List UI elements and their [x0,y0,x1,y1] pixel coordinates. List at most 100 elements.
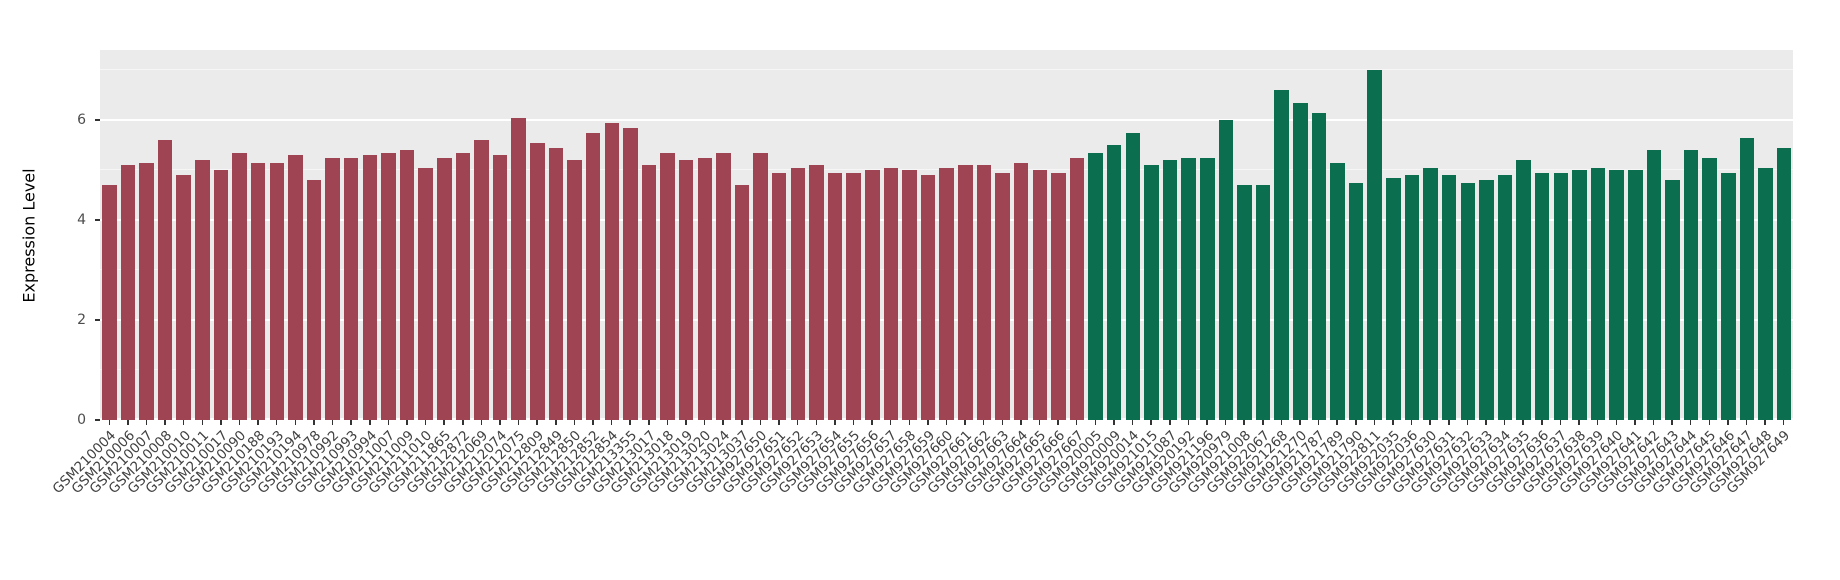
bar [1200,157,1215,420]
bar-slot [249,50,268,420]
bar [1330,162,1345,420]
x-tick-mark [1262,420,1264,425]
bar [511,117,526,420]
bar [1106,145,1122,420]
x-tick-mark [1485,420,1487,425]
bar-slot [286,50,305,420]
bar-slot [565,50,584,420]
bar-slot [472,50,491,420]
bar [865,170,880,420]
x-tick-mark [1094,420,1097,425]
x-tick-mark [1559,420,1562,425]
x-tick-mark [369,420,371,425]
bar [1665,180,1680,420]
bar-slot [826,50,845,420]
x-tick-mark [555,420,557,425]
x-tick-mark [778,420,780,425]
x-tick-mark [238,420,241,425]
bar [753,152,768,420]
x-tick-mark [1448,420,1450,425]
bar [995,172,1010,420]
bar [418,167,433,420]
bar [213,170,229,420]
x-tick-mark [406,420,408,425]
bar-slot [993,50,1012,420]
bar [939,167,954,420]
bar [176,175,191,420]
bar [1553,172,1569,420]
bar-slot [1086,50,1105,420]
bar [102,185,117,420]
x-tick-mark [1410,420,1413,425]
x-tick-mark [648,420,650,425]
bar [585,132,601,420]
x-tick-mark [1727,420,1729,425]
x-tick-mark [610,420,613,425]
bar-slot [1328,50,1347,420]
x-tick-mark [1113,420,1115,425]
bar-slot [1012,50,1031,420]
bar [716,152,731,420]
bar-slot [844,50,863,420]
bar [771,172,787,420]
bar-slot [1403,50,1422,420]
bar [1721,172,1736,420]
bar [362,155,378,420]
bar-slot [1254,50,1273,420]
bar-slot [1217,50,1236,420]
y-tick-label: 2 [77,312,86,328]
bar-slot [1161,50,1180,420]
bar [883,167,899,420]
x-tick-mark [536,420,538,425]
bar-slot [807,50,826,420]
bar [269,162,285,420]
bar-slot [1775,50,1794,420]
bar [1032,170,1048,420]
x-tick-mark [1373,420,1376,425]
bar-slot [863,50,882,420]
bar-slot [900,50,919,420]
y-tick-label: 4 [77,212,86,228]
bar [1274,90,1289,420]
bar [1404,175,1420,420]
bar [809,165,824,420]
x-tick-mark [1578,420,1580,425]
bar-slot [1738,50,1757,420]
x-tick-mark [1280,420,1283,425]
bar [1311,112,1327,420]
bar [195,160,210,420]
x-tick-mark [294,420,297,425]
bar-slot [1030,50,1049,420]
bar [455,152,471,420]
x-tick-mark [871,420,873,425]
x-tick-mark [275,420,278,425]
bar-slot [770,50,789,420]
bar [1125,132,1141,420]
bar-slot [882,50,901,420]
x-tick-mark [852,420,855,425]
bar [920,175,936,420]
bar [623,127,638,420]
bar [1646,150,1662,420]
x-tick-mark [443,420,445,425]
x-tick-mark [1615,420,1617,425]
bar-slot [1682,50,1701,420]
x-tick-mark [201,420,204,425]
x-tick-mark [1057,420,1059,425]
bar [1534,172,1550,420]
bar [250,162,266,420]
x-tick-mark [1652,420,1655,425]
x-tick-mark [313,420,315,425]
bar [697,157,713,420]
x-tick-mark [1020,420,1022,425]
bar-slot [305,50,324,420]
bar-slot [1496,50,1515,420]
x-tick-mark [1150,420,1152,425]
x-tick-mark [499,420,501,425]
x-tick-mark [685,420,687,425]
x-tick-mark [108,420,111,425]
grid-minor-line [100,69,1793,70]
bar [678,160,694,420]
bar-slot [1700,50,1719,420]
x-tick-mark [1224,420,1227,425]
